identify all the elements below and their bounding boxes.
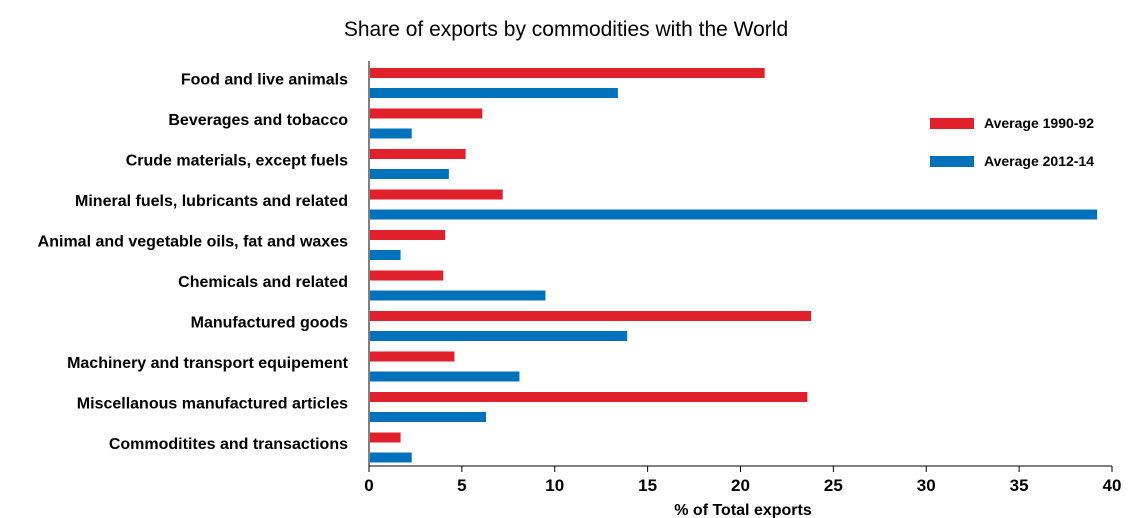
bar-series-1: [370, 230, 446, 240]
bar-series-2: [370, 412, 487, 422]
category-label: Food and live animals: [181, 71, 348, 88]
bars: [370, 68, 1098, 463]
bar-series-2: [370, 88, 618, 98]
bar-series-2: [370, 290, 546, 301]
bar-series-2: [370, 371, 520, 382]
legend: Average 1990-92 Average 2012-14: [930, 115, 1094, 169]
x-axis-label: % of Total exports: [674, 502, 812, 518]
x-tick-label: 35: [1010, 476, 1029, 495]
bar-series-1: [370, 392, 808, 402]
bar-series-1: [370, 432, 401, 443]
category-labels: Food and live animals Beverages and tobac…: [38, 71, 349, 453]
bar-series-2: [370, 331, 628, 341]
bar-series-1: [370, 108, 483, 119]
bar-series-2: [370, 169, 449, 179]
legend-label: Average 2012-14: [984, 153, 1094, 169]
chart-title: Share of exports by commodities with the…: [344, 18, 788, 41]
category-label: Chemicals and related: [178, 274, 348, 291]
x-tick-label: 5: [457, 476, 466, 495]
bar-series-1: [370, 270, 444, 281]
category-label: Commoditites and transactions: [109, 436, 348, 453]
bar-series-1: [370, 68, 765, 78]
x-tick-label: 30: [917, 476, 936, 495]
x-ticks: 0 5 10 15 20 25 30 35 40: [364, 466, 1121, 495]
category-label: Crude materials, except fuels: [126, 152, 348, 169]
x-tick-label: 20: [731, 476, 750, 495]
legend-label: Average 1990-92: [984, 115, 1094, 131]
bar-series-2: [370, 128, 412, 139]
bar-series-2: [370, 452, 412, 463]
x-tick-label: 15: [638, 476, 657, 495]
category-label: Mineral fuels, lubricants and related: [75, 193, 348, 210]
category-label: Miscellanous manufactured articles: [77, 395, 348, 412]
x-tick-label: 10: [545, 476, 564, 495]
x-tick-label: 25: [824, 476, 843, 495]
bar-series-1: [370, 189, 503, 200]
bar-series-2: [370, 209, 1098, 220]
bar-series-1: [370, 149, 466, 159]
legend-swatch: [930, 156, 974, 167]
x-tick-label: 40: [1103, 476, 1122, 495]
category-label: Beverages and tobacco: [168, 112, 348, 129]
category-label: Manufactured goods: [191, 314, 348, 331]
bar-series-2: [370, 250, 401, 260]
bar-series-1: [370, 311, 812, 321]
x-tick-label: 0: [364, 476, 373, 495]
legend-swatch: [930, 118, 974, 129]
category-label: Machinery and transport equipement: [67, 355, 349, 372]
bar-series-1: [370, 351, 455, 362]
category-label: Animal and vegetable oils, fat and waxes: [38, 233, 348, 250]
